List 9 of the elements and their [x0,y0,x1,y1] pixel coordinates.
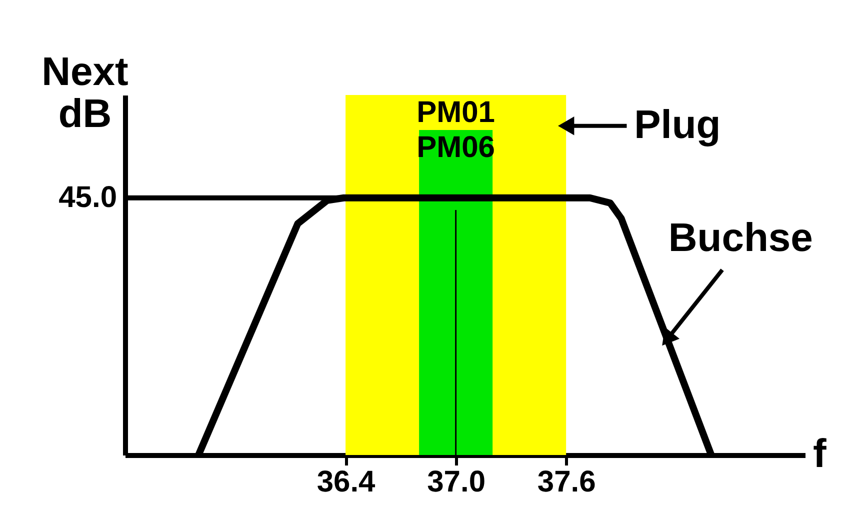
x-axis-title: f [813,432,827,476]
annotation: Plug [634,102,721,147]
band-label: PM01 [416,96,495,129]
y-axis-title: Next dB [42,50,128,136]
x-tick-label: 37.0 [427,466,486,498]
annotation: Buchse [668,216,813,260]
x-tick-label: 36.4 [316,466,376,498]
text: 45.0 [58,180,117,214]
x-tick-label: 37.6 [537,466,596,498]
